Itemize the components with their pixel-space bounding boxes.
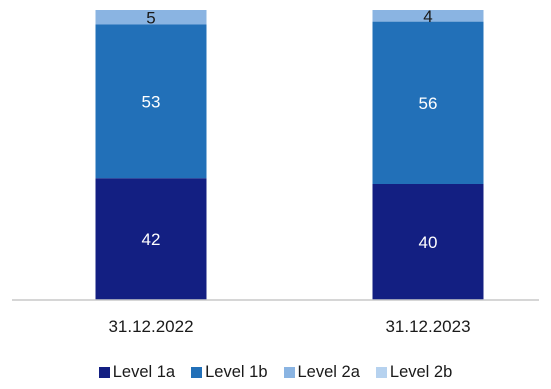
legend-swatch-level-2b [375, 367, 387, 378]
x-tick-label-31-12-2023: 31.12.2023 [385, 317, 470, 336]
bar-level-1a-31-12-2022 [95, 178, 207, 300]
legend-item-level-1b: Level 1b [191, 363, 268, 382]
legend-swatch-level-1a [98, 367, 110, 378]
legend-label-level-2b: Level 2b [389, 363, 453, 381]
legend-label-level-2a: Level 2a [297, 363, 360, 381]
bar-level-1b-31-12-2023 [372, 21, 484, 184]
data-label-level-1a-31-12-2022: 42 [142, 230, 161, 249]
x-tick-labels: 31.12.2022 31.12.2023 [108, 317, 470, 336]
legend-swatch-level-1b [191, 367, 203, 378]
legend-item-level-2a: Level 2a [283, 363, 360, 382]
data-label-level-2a-31-12-2023: 4 [423, 7, 432, 26]
x-tick-label-31-12-2022: 31.12.2022 [108, 317, 193, 336]
legend-swatch-level-2a [283, 367, 295, 378]
legend-label-level-1a: Level 1a [112, 363, 176, 381]
bars-group: 42 53 5 40 56 4 [95, 7, 484, 300]
data-label-level-1b-31-12-2023: 56 [419, 94, 438, 113]
legend-item-level-2b: Level 2b [375, 363, 453, 382]
legend-label-level-1b: Level 1b [205, 363, 268, 381]
bar-level-1b-31-12-2022 [95, 24, 207, 179]
bar-level-2a-31-12-2023 [372, 10, 484, 22]
bar-level-2a-31-12-2022 [95, 10, 207, 25]
data-label-level-1b-31-12-2022: 53 [142, 92, 161, 111]
data-label-level-1a-31-12-2023: 40 [419, 233, 438, 252]
data-label-level-2a-31-12-2022: 5 [146, 8, 155, 27]
legend: Level 1a Level 1b Level 2a Level 2b [0, 363, 551, 382]
bar-level-1a-31-12-2023 [372, 184, 484, 300]
legend-item-level-1a: Level 1a [98, 363, 176, 382]
